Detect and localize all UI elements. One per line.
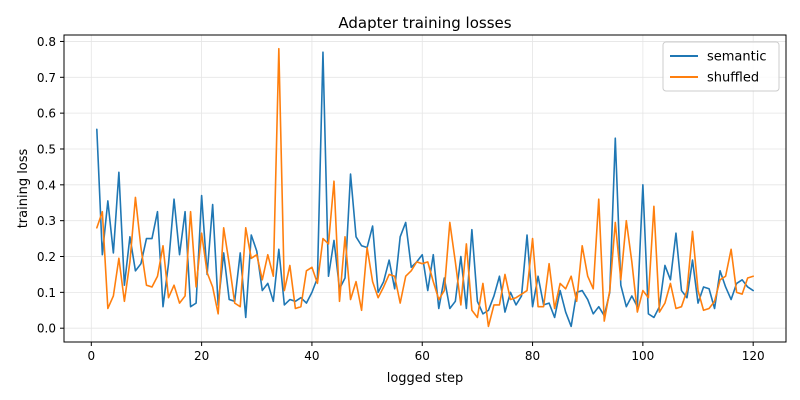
axis-ticks: 0 20 40 60 80 100 120 0.0 0.1 0.2 0.3 0.4 0.5 0.6 0.7 0… — [37, 35, 765, 363]
y-tick-label: 0.0 — [37, 322, 56, 336]
x-tick-label: 20 — [194, 349, 209, 363]
y-tick-label: 0.1 — [37, 286, 56, 300]
legend-label-shuffled: shuffled — [707, 71, 759, 86]
y-tick-label: 0.5 — [37, 142, 56, 156]
x-tick-label: 0 — [87, 349, 95, 363]
y-axis-label: training loss — [16, 148, 31, 228]
y-tick-label: 0.8 — [37, 35, 56, 49]
x-tick-label: 120 — [742, 349, 765, 363]
y-tick-label: 0.7 — [37, 71, 56, 85]
series-layer — [96, 47, 754, 328]
legend-box — [662, 41, 780, 92]
y-tick-label: 0.4 — [37, 178, 56, 192]
x-axis-label: logged step — [387, 371, 464, 386]
x-tick-label: 40 — [304, 349, 319, 363]
chart-title: Adapter training losses — [338, 14, 511, 32]
plot-frame — [63, 34, 787, 343]
x-tick-label: 100 — [631, 349, 654, 363]
x-tick-label: 80 — [525, 349, 540, 363]
y-tick-label: 0.2 — [37, 250, 56, 264]
series-line-shuffled — [96, 47, 754, 328]
y-tick-label: 0.6 — [37, 107, 56, 121]
legend: semantic shuffled — [662, 41, 780, 92]
x-tick-label: 60 — [415, 349, 430, 363]
y-tick-label: 0.3 — [37, 214, 56, 228]
legend-label-semantic: semantic — [707, 50, 767, 65]
